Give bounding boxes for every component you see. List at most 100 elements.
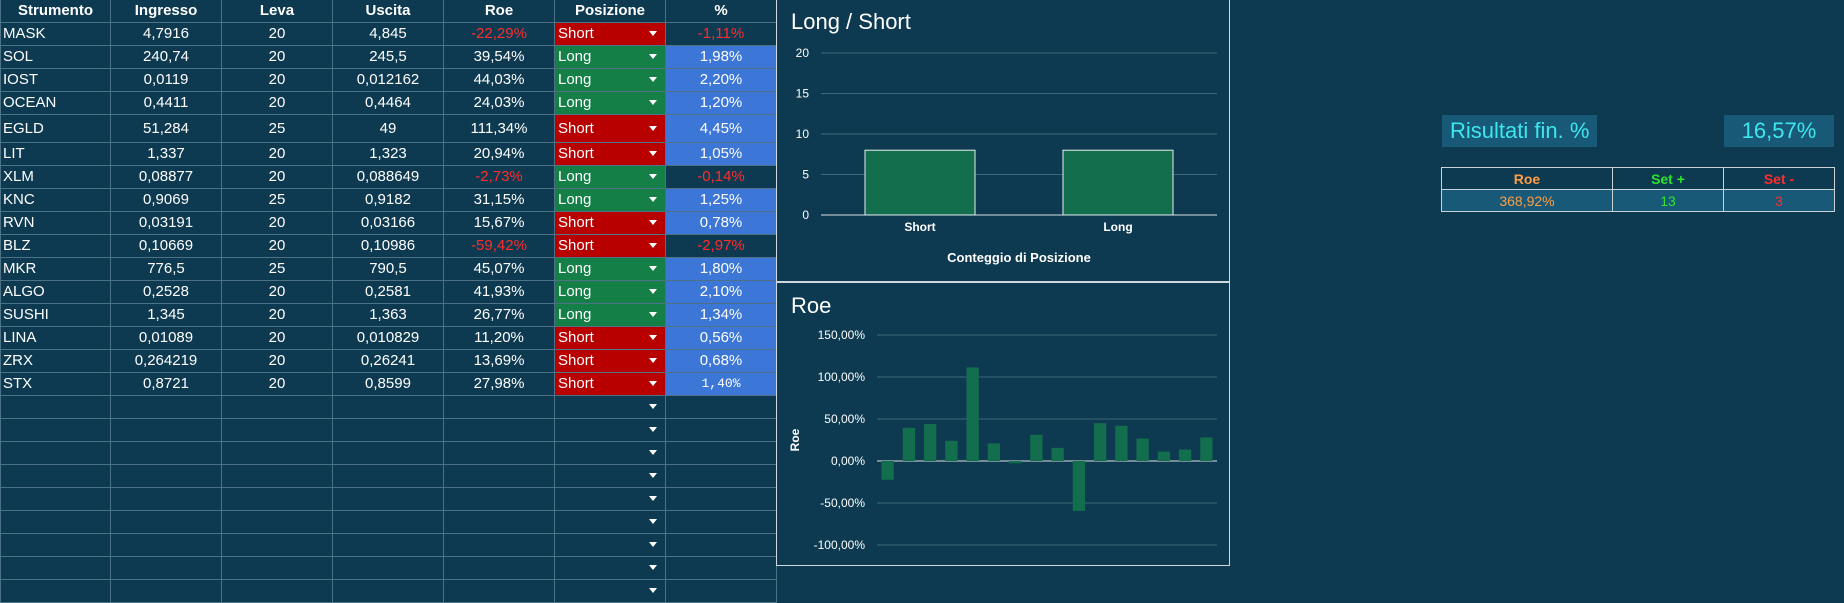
cell-ingresso[interactable]: 0,01089 — [110, 326, 222, 350]
cell-strumento[interactable]: LINA — [0, 326, 111, 350]
chevron-down-icon[interactable] — [649, 404, 657, 409]
empty-cell[interactable] — [110, 395, 222, 419]
bar-short[interactable] — [864, 149, 976, 216]
empty-cell[interactable] — [0, 487, 111, 511]
cell-strumento[interactable]: ZRX — [0, 349, 111, 373]
roe-bar-lit[interactable] — [987, 443, 1001, 461]
roe-bar-algo[interactable] — [1115, 425, 1128, 461]
empty-cell[interactable] — [221, 395, 333, 419]
cell-posizione-dropdown[interactable]: Long — [554, 45, 666, 69]
cell-leva[interactable]: 20 — [221, 142, 333, 166]
cell-posizione-dropdown[interactable]: Short — [554, 234, 666, 258]
cell-percent[interactable]: 2,20% — [665, 68, 777, 92]
empty-cell[interactable] — [110, 487, 222, 511]
chevron-down-icon[interactable] — [649, 100, 657, 105]
cell-posizione-dropdown[interactable]: Long — [554, 280, 666, 304]
cell-roe[interactable]: 26,77% — [443, 303, 555, 327]
cell-roe[interactable]: 31,15% — [443, 188, 555, 212]
cell-strumento[interactable]: STX — [0, 372, 111, 396]
cell-percent[interactable]: 1,34% — [665, 303, 777, 327]
empty-cell[interactable] — [221, 487, 333, 511]
cell-ingresso[interactable]: 0,4411 — [110, 91, 222, 115]
empty-cell[interactable] — [443, 418, 555, 442]
cell-ingresso[interactable]: 0,9069 — [110, 188, 222, 212]
empty-cell[interactable] — [0, 441, 111, 465]
empty-cell[interactable] — [110, 464, 222, 488]
cell-roe[interactable]: 27,98% — [443, 372, 555, 396]
result-value[interactable]: 16,57% — [1724, 115, 1834, 147]
cell-ingresso[interactable]: 0,2528 — [110, 280, 222, 304]
cell-percent[interactable]: -0,14% — [665, 165, 777, 189]
cell-uscita[interactable]: 0,2581 — [332, 280, 444, 304]
chevron-down-icon[interactable] — [649, 31, 657, 36]
chevron-down-icon[interactable] — [649, 151, 657, 156]
empty-cell[interactable] — [221, 441, 333, 465]
empty-cell[interactable] — [443, 464, 555, 488]
cell-roe[interactable]: 24,03% — [443, 91, 555, 115]
cell-leva[interactable]: 20 — [221, 22, 333, 46]
cell-leva[interactable]: 20 — [221, 91, 333, 115]
bar-long[interactable] — [1062, 149, 1174, 216]
roe-bar-stx[interactable] — [1200, 437, 1213, 461]
cell-posizione-dropdown[interactable] — [554, 395, 666, 419]
roe-bar-zrx[interactable] — [1178, 449, 1192, 461]
cell-strumento[interactable]: ALGO — [0, 280, 111, 304]
cell-uscita[interactable]: 0,8599 — [332, 372, 444, 396]
chevron-down-icon[interactable] — [649, 542, 657, 547]
cell-posizione-dropdown[interactable] — [554, 510, 666, 534]
cell-roe[interactable]: 45,07% — [443, 257, 555, 281]
chevron-down-icon[interactable] — [649, 266, 657, 271]
roe-bar-iost[interactable] — [923, 424, 937, 461]
empty-cell[interactable] — [110, 510, 222, 534]
cell-posizione-dropdown[interactable]: Short — [554, 114, 666, 143]
cell-leva[interactable]: 20 — [221, 45, 333, 69]
cell-strumento[interactable]: MASK — [0, 22, 111, 46]
empty-cell[interactable] — [665, 395, 777, 419]
cell-roe[interactable]: -22,29% — [443, 22, 555, 46]
empty-cell[interactable] — [665, 441, 777, 465]
cell-leva[interactable]: 25 — [221, 114, 333, 143]
cell-ingresso[interactable]: 776,5 — [110, 257, 222, 281]
summary-roe-value[interactable]: 368,92% — [1441, 189, 1613, 212]
empty-cell[interactable] — [443, 487, 555, 511]
empty-cell[interactable] — [665, 533, 777, 557]
cell-uscita[interactable]: 1,323 — [332, 142, 444, 166]
chevron-down-icon[interactable] — [649, 289, 657, 294]
empty-cell[interactable] — [443, 579, 555, 603]
roe-bar-knc[interactable] — [1030, 434, 1043, 461]
chevron-down-icon[interactable] — [649, 565, 657, 570]
cell-ingresso[interactable]: 0,8721 — [110, 372, 222, 396]
cell-uscita[interactable]: 0,088649 — [332, 165, 444, 189]
empty-cell[interactable] — [332, 395, 444, 419]
cell-strumento[interactable]: IOST — [0, 68, 111, 92]
empty-cell[interactable] — [332, 533, 444, 557]
chevron-down-icon[interactable] — [649, 358, 657, 363]
chevron-down-icon[interactable] — [649, 496, 657, 501]
cell-uscita[interactable]: 1,363 — [332, 303, 444, 327]
empty-cell[interactable] — [443, 510, 555, 534]
cell-percent[interactable]: 1,98% — [665, 45, 777, 69]
cell-posizione-dropdown[interactable]: Long — [554, 188, 666, 212]
cell-strumento[interactable]: BLZ — [0, 234, 111, 258]
cell-ingresso[interactable]: 1,337 — [110, 142, 222, 166]
cell-posizione-dropdown[interactable] — [554, 418, 666, 442]
roe-bar-mkr[interactable] — [1093, 423, 1107, 461]
cell-leva[interactable]: 20 — [221, 303, 333, 327]
cell-percent[interactable]: 1,40% — [665, 372, 777, 396]
cell-roe[interactable]: -2,73% — [443, 165, 555, 189]
chevron-down-icon[interactable] — [649, 519, 657, 524]
cell-uscita[interactable]: 4,845 — [332, 22, 444, 46]
empty-cell[interactable] — [443, 533, 555, 557]
cell-strumento[interactable]: KNC — [0, 188, 111, 212]
roe-bar-mask[interactable] — [881, 461, 894, 480]
empty-cell[interactable] — [0, 556, 111, 580]
empty-cell[interactable] — [332, 579, 444, 603]
long-short-chart[interactable]: Long / Short 0 5 10 15 20 Short Long Conteggio … — [776, 0, 1230, 282]
empty-cell[interactable] — [110, 441, 222, 465]
cell-posizione-dropdown[interactable]: Short — [554, 142, 666, 166]
empty-cell[interactable] — [332, 487, 444, 511]
cell-posizione-dropdown[interactable] — [554, 464, 666, 488]
chevron-down-icon[interactable] — [649, 450, 657, 455]
cell-ingresso[interactable]: 0,0119 — [110, 68, 222, 92]
empty-cell[interactable] — [0, 464, 111, 488]
